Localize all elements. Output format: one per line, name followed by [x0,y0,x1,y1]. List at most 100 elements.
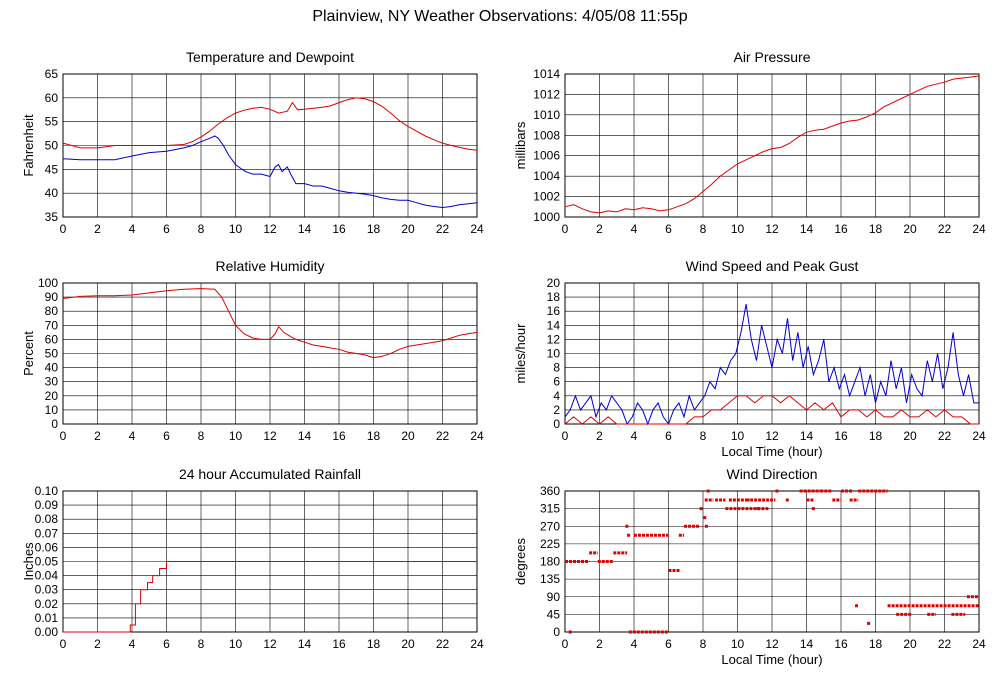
x-tick-label: 4 [129,222,136,236]
rain-series-line-0 [63,561,477,633]
wind-direction-point [756,507,760,511]
x-tick-label: 2 [596,429,603,443]
x-tick-label: 18 [869,222,883,236]
x-tick-label: 16 [834,637,848,651]
x-tick-label: 8 [700,222,707,236]
x-tick-label: 12 [263,637,277,651]
y-tick-label: 0 [553,417,560,431]
wind-series-line-0 [564,304,979,426]
page-title: Plainview, NY Weather Observations: 4/05… [312,8,688,25]
x-tick-label: 18 [367,429,381,443]
humidity-y-label: Percent [21,331,36,376]
y-tick-label: 0.01 [35,611,59,625]
pressure-title: Air Pressure [733,49,810,65]
x-tick-label: 14 [298,222,312,236]
y-tick-label: 16 [547,304,561,318]
y-tick-label: 90 [45,290,59,304]
x-tick-label: 22 [436,429,450,443]
y-tick-label: 8 [553,361,560,375]
y-tick-label: 0.07 [35,526,59,540]
x-tick-label: 16 [834,429,848,443]
x-tick-label: 8 [700,637,707,651]
x-tick-label: 14 [800,429,814,443]
wind-title: Wind Speed and Peak Gust [686,258,859,274]
y-tick-label: 20 [45,389,59,403]
x-tick-label: 10 [229,429,243,443]
y-tick-label: 0.04 [35,569,59,583]
x-tick-label: 2 [94,222,101,236]
wind-direction-point [855,604,859,608]
y-tick-label: 20 [547,276,561,290]
y-tick-label: 10 [45,403,59,417]
y-tick-label: 0.09 [35,498,59,512]
y-tick-label: 1010 [533,108,560,122]
x-tick-label: 14 [800,222,814,236]
x-tick-label: 16 [332,637,346,651]
y-tick-label: 45 [547,607,561,621]
x-tick-label: 6 [163,637,170,651]
y-tick-label: 50 [45,139,59,153]
x-tick-label: 0 [60,429,67,443]
rain-y-label: Inches [21,542,36,581]
x-tick-label: 4 [129,637,136,651]
x-tick-label: 8 [198,637,205,651]
x-tick-label: 20 [401,637,415,651]
y-tick-label: 0.05 [35,555,59,569]
y-tick-label: 270 [540,519,560,533]
humidity-series-line-0 [62,288,478,359]
y-tick-label: 4 [553,389,560,403]
y-tick-label: 180 [540,555,560,569]
x-tick-label: 20 [401,429,415,443]
y-tick-label: 14 [547,318,561,332]
x-tick-label: 10 [229,637,243,651]
x-tick-label: 10 [731,429,745,443]
temp-series-line-1 [62,135,478,209]
y-tick-label: 60 [45,332,59,346]
rain-title: 24 hour Accumulated Rainfall [179,466,361,482]
y-tick-label: 80 [45,304,59,318]
y-tick-label: 0.10 [35,484,59,498]
x-tick-label: 24 [972,637,986,651]
temp-series-line-0 [62,97,478,151]
x-tick-label: 10 [229,222,243,236]
y-tick-label: 0.03 [35,583,59,597]
y-tick-label: 2 [553,403,560,417]
x-tick-label: 18 [869,637,883,651]
y-tick-label: 35 [45,210,59,224]
x-tick-label: 8 [700,429,707,443]
temp-title: Temperature and Dewpoint [186,49,354,65]
y-tick-label: 60 [45,91,59,105]
y-tick-label: 1004 [533,169,560,183]
y-tick-label: 10 [547,347,561,361]
winddir-x-label: Local Time (hour) [721,652,822,667]
wind-direction-point [811,507,815,511]
x-tick-label: 12 [263,429,277,443]
pressure-y-label: millibars [513,121,528,169]
wind-direction-point [703,516,707,520]
y-tick-label: 90 [547,590,561,604]
x-tick-label: 2 [596,222,603,236]
wind-series-line-1 [564,395,979,425]
x-tick-label: 20 [401,222,415,236]
x-tick-label: 22 [938,429,952,443]
x-tick-label: 2 [94,637,101,651]
x-tick-label: 12 [263,222,277,236]
y-tick-label: 225 [540,537,560,551]
y-tick-label: 100 [38,276,58,290]
x-tick-label: 0 [562,429,569,443]
y-tick-label: 12 [547,332,561,346]
pressure-series-line-0 [564,75,980,214]
x-tick-label: 22 [938,637,952,651]
x-tick-label: 0 [562,637,569,651]
y-tick-label: 1006 [533,149,560,163]
x-tick-label: 14 [298,637,312,651]
y-tick-label: 0.06 [35,540,59,554]
x-tick-label: 18 [367,222,381,236]
y-tick-label: 6 [553,375,560,389]
temp-y-label: Fahrenheit [21,114,36,177]
wind-frame [564,282,980,425]
y-tick-label: 65 [45,67,59,81]
